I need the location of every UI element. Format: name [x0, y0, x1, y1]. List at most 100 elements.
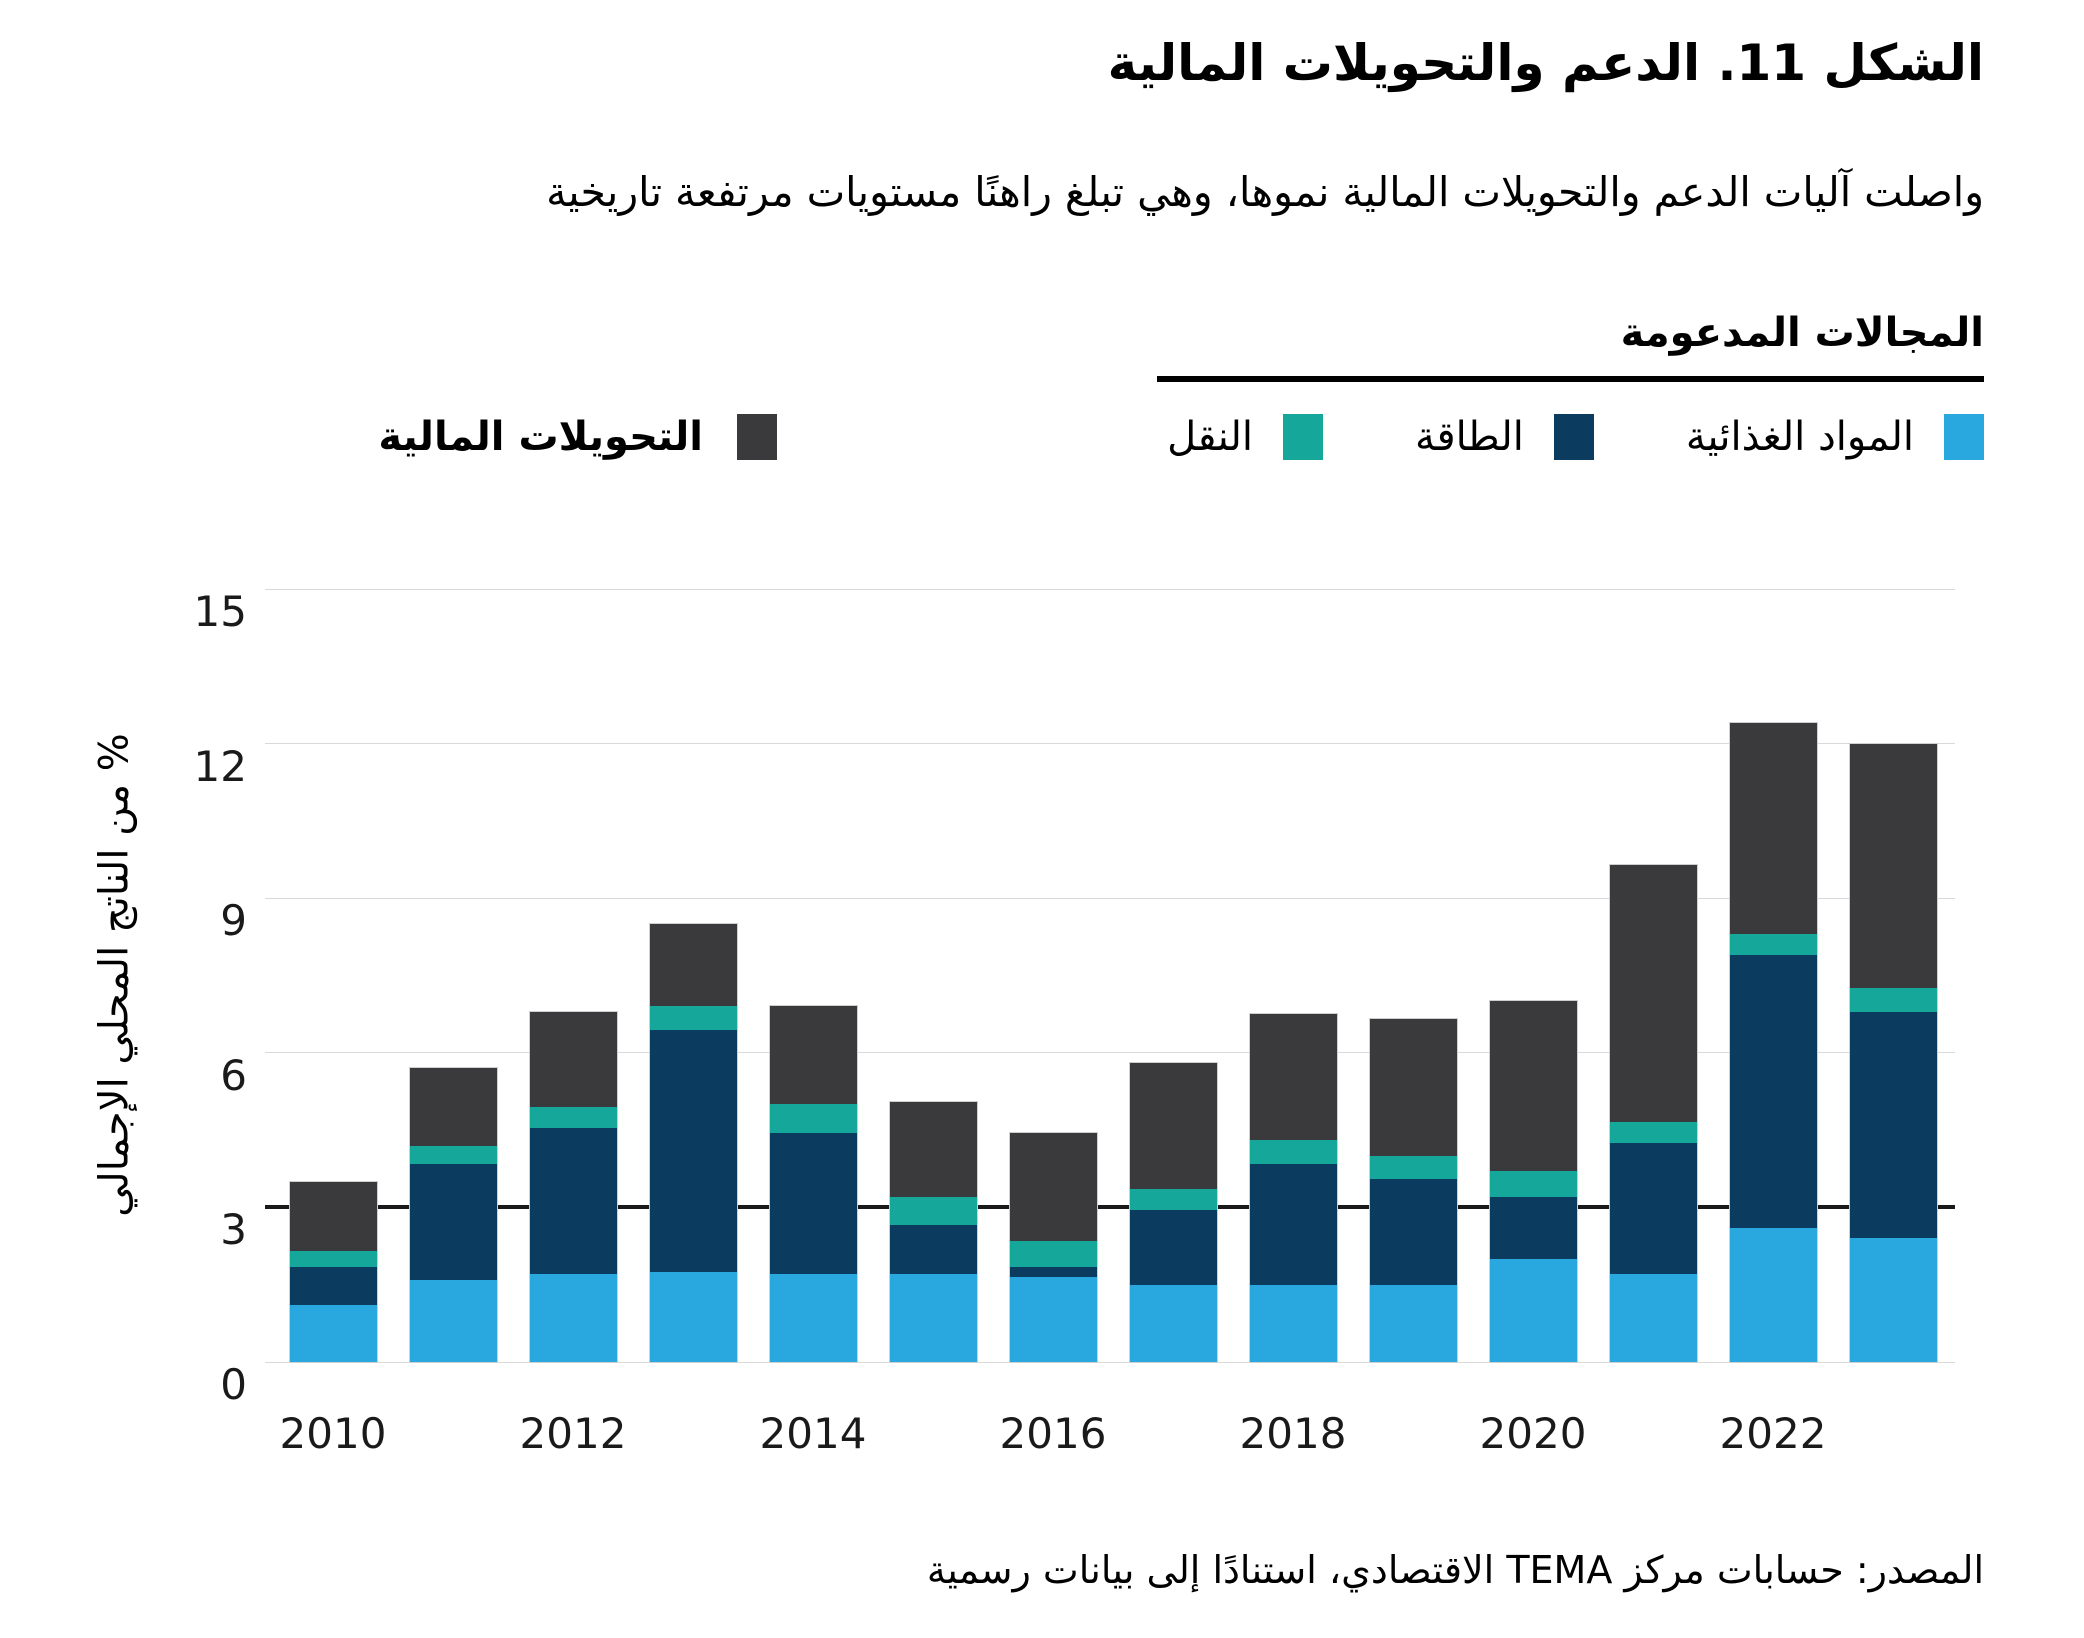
bar-2023-segment	[1849, 743, 1937, 989]
bar-2013	[649, 923, 737, 1362]
bar-2019-segment	[1369, 1019, 1457, 1156]
bar-2016-segment	[1009, 1132, 1097, 1241]
bar-2022-segment	[1729, 954, 1817, 1229]
y-tick-label-3: 3	[220, 1205, 247, 1255]
x-tick-label-2022: 2022	[1719, 1409, 1827, 1458]
gridline-y-3	[265, 1205, 1955, 1210]
bar-2015-segment	[889, 1101, 977, 1198]
bar-2022	[1729, 723, 1817, 1362]
bar-2022-segment	[1729, 723, 1817, 935]
bar-2021-segment	[1609, 1122, 1697, 1143]
y-tick-label-0: 0	[220, 1360, 247, 1409]
x-tick-label-2010: 2010	[279, 1409, 387, 1458]
bar-2011-segment	[409, 1163, 497, 1280]
bar-2018-segment	[1249, 1014, 1337, 1141]
bar-2011-segment	[409, 1068, 497, 1146]
bar-2016	[1009, 1132, 1097, 1362]
bar-2022-segment	[1729, 934, 1817, 955]
bar-2020-segment	[1489, 1197, 1577, 1259]
bar-2014-segment	[769, 1274, 857, 1362]
bar-2013-segment	[649, 1006, 737, 1030]
transfers-swatch	[737, 414, 777, 460]
legend-label-transport: النقل	[1167, 414, 1254, 460]
figure-title: الشكل 11. الدعم والتحويلات المالية	[1107, 34, 1984, 92]
bar-2015-segment	[889, 1225, 977, 1275]
bar-2010-segment	[289, 1251, 377, 1267]
bar-2014-segment	[769, 1006, 857, 1105]
bar-2023-segment	[1849, 1011, 1937, 1239]
bar-2023	[1849, 743, 1937, 1362]
gridline-y-0	[265, 1361, 1955, 1363]
bar-2020-segment	[1489, 1171, 1577, 1198]
bar-2014	[769, 1006, 857, 1362]
bar-2020	[1489, 1001, 1577, 1362]
bar-2022-segment	[1729, 1228, 1817, 1362]
bar-2011-segment	[409, 1145, 497, 1164]
bar-2017-segment	[1129, 1284, 1217, 1362]
figure-source: المصدر: حسابات مركز TEMA الاقتصادي، استن…	[926, 1548, 1984, 1592]
bar-2017	[1129, 1063, 1217, 1362]
bar-2012-segment	[529, 1127, 617, 1275]
bar-2023-segment	[1849, 988, 1937, 1012]
legend-sectors: المواد الغذائية الطاقة النقل	[1167, 414, 1984, 460]
bar-2011	[409, 1068, 497, 1362]
food-swatch	[1944, 414, 1984, 460]
chart-plot-area: 0 3 6 9 12 15 2010 2012 2014 2016 2018 2020 2022	[194, 588, 1955, 1455]
legend-underline	[1157, 376, 1984, 382]
bar-2019	[1369, 1019, 1457, 1362]
bar-2018	[1249, 1014, 1337, 1362]
bar-2016-segment	[1009, 1276, 1097, 1362]
bar-2020-segment	[1489, 1001, 1577, 1172]
bar-2018-segment	[1249, 1140, 1337, 1164]
transport-swatch	[1283, 414, 1324, 460]
x-tick-label-2018: 2018	[1239, 1409, 1347, 1458]
bar-2013-segment	[649, 1029, 737, 1272]
bar-2012-segment	[529, 1106, 617, 1128]
x-tick-label-2012: 2012	[519, 1409, 627, 1458]
energy-swatch	[1553, 414, 1594, 460]
bar-2012	[529, 1011, 617, 1362]
legend-sectors-header: المجالات المدعومة	[1620, 310, 1984, 356]
legend-item-food: المواد الغذائية	[1686, 414, 1984, 460]
bar-2018-segment	[1249, 1163, 1337, 1285]
bar-2014-segment	[769, 1132, 857, 1275]
x-tick-label-2014: 2014	[759, 1409, 867, 1458]
gridline-y-9	[265, 897, 1955, 899]
bar-2016-segment	[1009, 1240, 1097, 1267]
gridline-y-12	[265, 743, 1955, 745]
figure-subtitle: واصلت آليات الدعم والتحويلات المالية نمو…	[546, 168, 1984, 216]
y-axis-title: % من الناتج المحلي الإجمالي	[91, 733, 138, 1217]
bar-2021-segment	[1609, 864, 1697, 1123]
gridline-y-15	[265, 588, 1955, 590]
bar-2021	[1609, 864, 1697, 1362]
legend-label-energy: الطاقة	[1415, 414, 1524, 460]
legend-item-transport: النقل	[1167, 414, 1324, 460]
bar-2014-segment	[769, 1104, 857, 1133]
y-tick-label-12: 12	[193, 741, 247, 791]
bar-2012-segment	[529, 1011, 617, 1107]
bar-2020-segment	[1489, 1258, 1577, 1362]
y-tick-label-9: 9	[220, 896, 247, 946]
legend-item-energy: الطاقة	[1415, 414, 1594, 460]
bar-2013-segment	[649, 923, 737, 1007]
bar-2010	[289, 1181, 377, 1362]
legend-transfers: التحويلات المالية	[378, 414, 777, 460]
bar-2016-segment	[1009, 1266, 1097, 1277]
bar-2021-segment	[1609, 1274, 1697, 1362]
bar-2017-segment	[1129, 1209, 1217, 1285]
bar-2015	[889, 1101, 977, 1362]
bar-2019-segment	[1369, 1179, 1457, 1285]
bar-2018-segment	[1249, 1284, 1337, 1362]
bar-2012-segment	[529, 1274, 617, 1362]
y-tick-label-6: 6	[220, 1050, 247, 1100]
bar-2010-segment	[289, 1266, 377, 1306]
bar-2011-segment	[409, 1279, 497, 1362]
legend-label-transfers: التحويلات المالية	[378, 414, 703, 460]
bar-2015-segment	[889, 1197, 977, 1226]
bar-2010-segment	[289, 1181, 377, 1252]
bar-2017-segment	[1129, 1189, 1217, 1210]
legend-label-food: المواد الغذائية	[1685, 414, 1914, 460]
bar-2013-segment	[649, 1271, 737, 1362]
bar-2023-segment	[1849, 1238, 1937, 1362]
